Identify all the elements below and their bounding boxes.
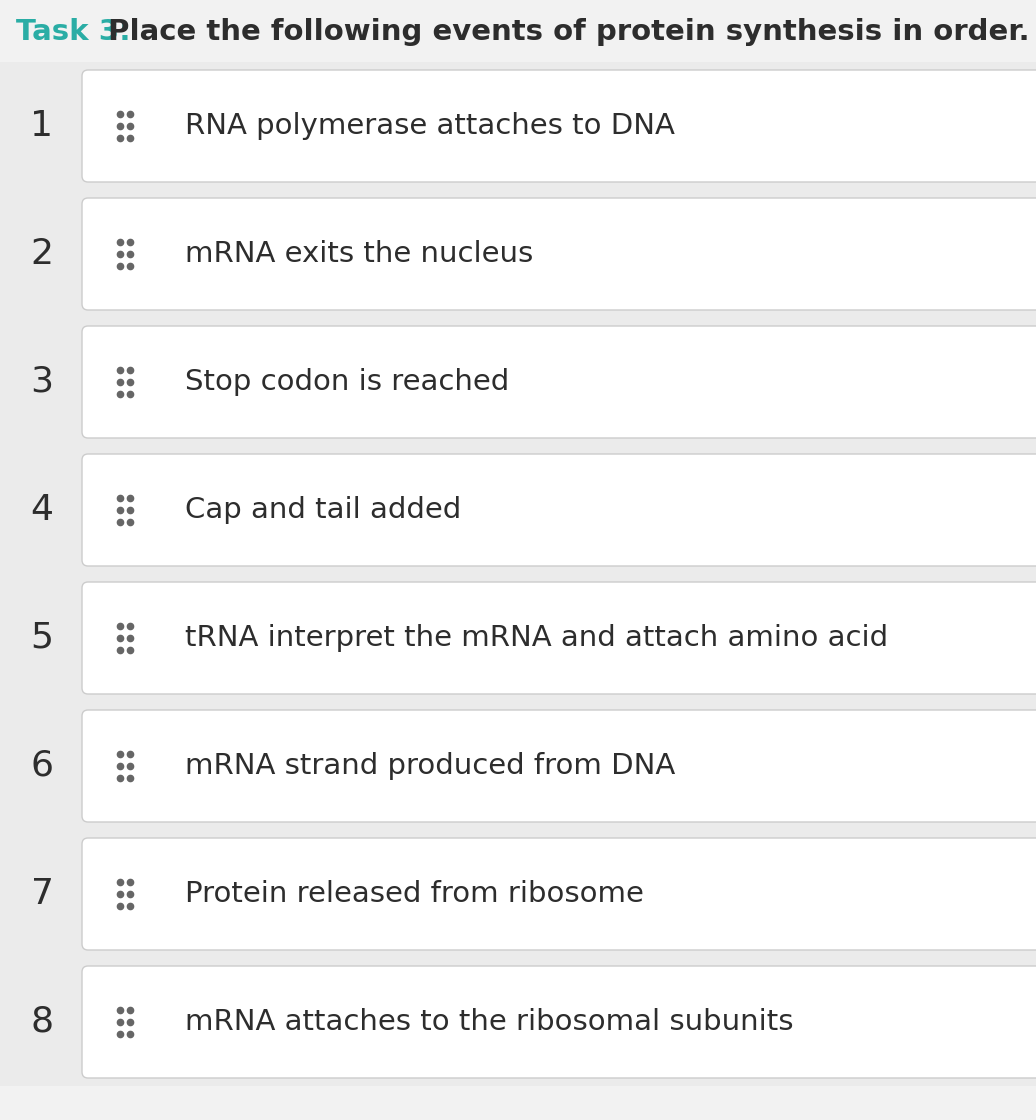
Bar [0,190,1036,318]
Text: tRNA interpret the mRNA and attach amino acid: tRNA interpret the mRNA and attach amino… [185,624,888,652]
Bar [0,830,1036,958]
Text: Cap and tail added: Cap and tail added [185,496,461,524]
Bar [0,318,1036,446]
Text: 4: 4 [30,493,54,528]
Text: mRNA strand produced from DNA: mRNA strand produced from DNA [185,752,675,780]
Text: 1: 1 [30,109,54,143]
Text: Task 3:: Task 3: [16,18,131,46]
Bar [0,446,1036,573]
FancyBboxPatch shape [82,454,1036,566]
FancyBboxPatch shape [82,838,1036,950]
Text: 6: 6 [30,749,54,783]
Text: mRNA attaches to the ribosomal subunits: mRNA attaches to the ribosomal subunits [185,1008,794,1036]
FancyBboxPatch shape [82,69,1036,181]
Text: 7: 7 [30,877,54,911]
Text: mRNA exits the nucleus: mRNA exits the nucleus [185,240,534,268]
FancyBboxPatch shape [82,326,1036,438]
Bar [0,702,1036,830]
Text: 3: 3 [30,365,54,399]
FancyBboxPatch shape [82,582,1036,694]
Text: 2: 2 [30,237,54,271]
Text: 8: 8 [30,1005,54,1039]
Text: 5: 5 [30,620,54,655]
Bar [0,573,1036,702]
Text: Protein released from ribosome: Protein released from ribosome [185,880,644,908]
Bar [0,62,1036,190]
Text: RNA polymerase attaches to DNA: RNA polymerase attaches to DNA [185,112,674,140]
Text: Place the following events of protein synthesis in order.: Place the following events of protein sy… [98,18,1030,46]
FancyBboxPatch shape [82,710,1036,822]
FancyBboxPatch shape [82,198,1036,310]
Text: Stop codon is reached: Stop codon is reached [185,368,510,396]
Bar [0,958,1036,1086]
FancyBboxPatch shape [82,965,1036,1077]
